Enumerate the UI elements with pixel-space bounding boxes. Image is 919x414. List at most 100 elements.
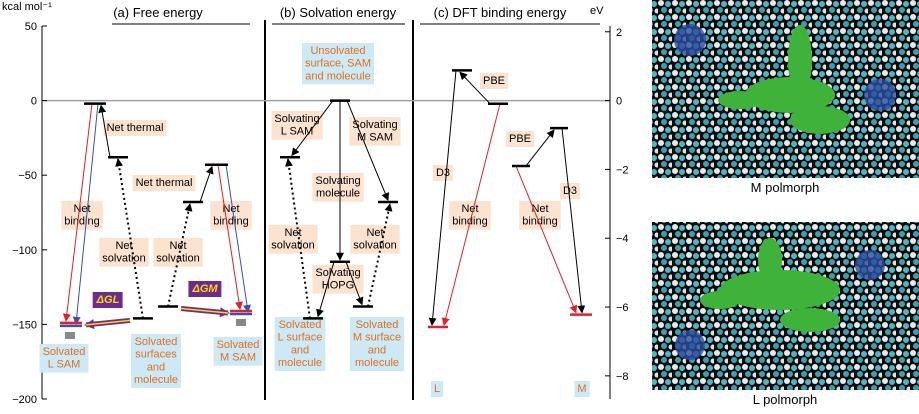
annotation-text: M [577, 383, 586, 395]
substrate [65, 332, 75, 339]
y-axis-label: kcal mol⁻¹ [2, 1, 52, 13]
annotation-box [505, 131, 535, 147]
annotation-box [574, 381, 590, 397]
image-caption: M polmorph [751, 180, 820, 195]
delta-g-arrow-core [85, 319, 131, 326]
annotation: Net solvation [350, 225, 400, 254]
arrow [199, 165, 214, 203]
annotation-text: Solvating HOPG [315, 267, 360, 292]
y2-tick-label: 2 [616, 27, 622, 39]
substrate [236, 319, 246, 326]
annotation: Solvated L SAM [39, 344, 89, 373]
arrow [346, 100, 390, 201]
arrow [316, 261, 335, 318]
annotation-box [312, 173, 364, 202]
annotation: PBE [505, 131, 535, 147]
annotation-text: Net thermal [107, 122, 164, 134]
annotation: Solvated L surface and molecule [274, 317, 326, 371]
annotation: Net solvation [268, 225, 318, 254]
annotation: D3 [559, 183, 581, 199]
annotation-text: D3 [563, 185, 577, 197]
annotation-box [130, 334, 182, 388]
arrow [459, 71, 491, 105]
arrow [284, 158, 311, 319]
annotation-box [559, 183, 581, 199]
annotation-box [274, 317, 326, 371]
y2-tick-label: −2 [616, 164, 629, 176]
annotation-box [92, 292, 123, 308]
arrow [367, 203, 393, 307]
annotation-text: Solvated L SAM [43, 346, 86, 371]
annotation: ΔGM [188, 281, 222, 297]
y2-tick-label: −8 [616, 371, 629, 383]
annotation-box [103, 120, 167, 136]
annotation-box [430, 381, 444, 397]
annotation-text: Net solvation [353, 227, 396, 252]
arrow [515, 165, 578, 314]
annotation-text: Solvating L SAM [274, 113, 319, 138]
annotation-text: ΔGM [191, 283, 218, 295]
core [864, 79, 896, 111]
annotation-box [99, 238, 149, 267]
y-tick-label: −100 [12, 245, 37, 257]
annotation: Solvating L SAM [271, 111, 323, 140]
annotation-text: Net solvation [271, 227, 314, 252]
annotation-text: Solvating M SAM [352, 119, 397, 144]
annotation-text: Solvated M SAM [217, 339, 260, 364]
images [652, 0, 919, 390]
annotation: PBE [479, 73, 509, 89]
annotation-box [210, 201, 252, 230]
annotation: Net solvation [99, 238, 149, 267]
y-tick-label: 0 [31, 96, 37, 108]
core [855, 250, 885, 280]
arrow [72, 103, 99, 325]
annotation-box [132, 175, 196, 191]
panel-title: (b) Solvation energy [280, 5, 397, 20]
annotation-text: PBE [483, 75, 505, 87]
molecule-m [718, 25, 850, 134]
y-tick-label: −200 [12, 394, 37, 406]
annotation-box [301, 43, 375, 85]
annotation-text: D3 [436, 167, 450, 179]
arrow [98, 104, 111, 158]
y2-tick-label: 0 [616, 96, 622, 108]
annotation: Solvating M SAM [349, 117, 401, 146]
annotation-text: PBE [509, 133, 531, 145]
annotation: Net solvation [153, 238, 203, 267]
y-tick-label: 50 [25, 21, 37, 33]
annotation-text: Solvated surfaces and molecule [134, 336, 178, 386]
annotation: M [574, 381, 590, 397]
annotation: Solvated M surface and molecule [349, 317, 405, 371]
arrow [561, 128, 586, 314]
annotation-box [432, 165, 454, 181]
annotation-box [349, 317, 405, 371]
core [675, 330, 705, 360]
annotation-text: Net solvation [102, 240, 145, 265]
annotation-text: Solvated L surface and molecule [278, 319, 323, 369]
y-tick-label: −150 [12, 319, 37, 331]
panel: (c) DFT binding energy PBE PBE D3 D3 Netbindi… [420, 5, 600, 397]
annotation-box [479, 73, 509, 89]
delta-g-arrow-core [180, 307, 229, 314]
arrow [62, 103, 93, 322]
annotation: Net thermal [103, 120, 167, 136]
annotation-box [350, 225, 400, 254]
annotation: L [430, 381, 444, 397]
annotation-text: ΔGL [96, 294, 120, 306]
image-caption: L polmorph [753, 392, 818, 407]
y2-axis-label: eV [590, 5, 604, 17]
y2-tick-label: −4 [616, 233, 629, 245]
annotation-text: Solvated M surface and molecule [353, 319, 401, 369]
arrow [345, 261, 364, 306]
annotation-box [449, 201, 491, 230]
annotation: Solvated surfaces and molecule [130, 334, 182, 388]
annotation-text: Unsolvated surface, SAM and molecule [305, 45, 371, 82]
arrow [428, 70, 457, 326]
annotation: D3 [432, 165, 454, 181]
